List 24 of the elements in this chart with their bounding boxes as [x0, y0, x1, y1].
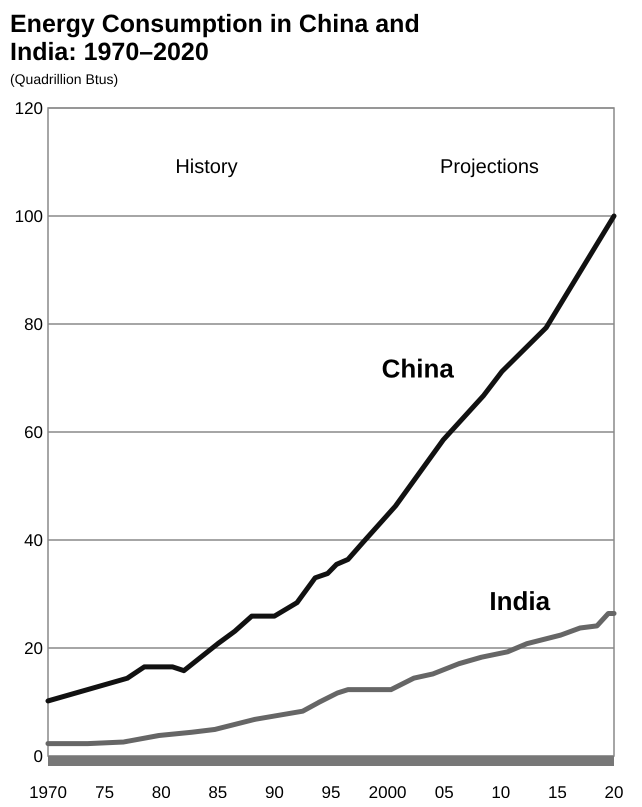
- x-tick-label: 15: [548, 783, 567, 802]
- y-tick-label: 60: [24, 422, 43, 442]
- x-tick-label: 20: [604, 783, 624, 802]
- x-tick-label: 1970: [29, 783, 67, 802]
- x-tick-label: 95: [322, 783, 340, 802]
- title: Energy Consumption in China and India: 1970–2020: [10, 10, 420, 66]
- y-tick-label: 40: [24, 530, 43, 550]
- x-tick-label: 2000: [368, 783, 407, 802]
- series-label: China: [382, 353, 454, 384]
- x-tick-label: 75: [95, 783, 114, 802]
- x-tick-label: 05: [434, 783, 454, 802]
- annotation: History: [175, 156, 238, 178]
- series-label: India: [489, 586, 551, 616]
- x-tick-label: 90: [264, 783, 284, 802]
- x-tick-label: 10: [491, 783, 510, 802]
- y-tick-label: 120: [14, 98, 43, 118]
- annotation: Projections: [440, 156, 539, 178]
- y-tick-label: 100: [14, 206, 43, 226]
- y-tick-label: 80: [24, 314, 43, 334]
- y-tick-label: 0: [34, 746, 43, 766]
- chart-subtitle: (Quadrillion Btus): [10, 71, 118, 87]
- x-tick-label: 85: [208, 783, 228, 802]
- x-tick-label: 80: [152, 783, 171, 802]
- y-tick-label: 20: [24, 638, 43, 658]
